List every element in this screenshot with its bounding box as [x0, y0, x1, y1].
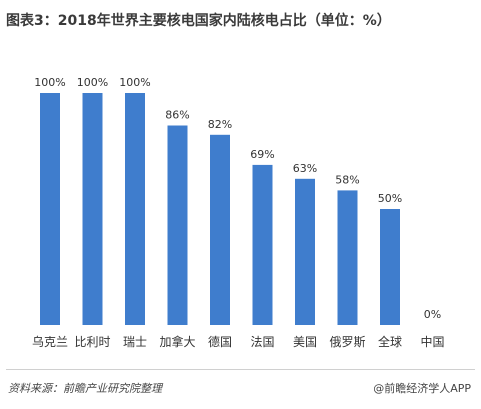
category-label-7: 美国	[293, 335, 317, 349]
credit-note: @前瞻经济学人APP	[373, 382, 471, 395]
value-label-7: 63%	[293, 162, 317, 175]
category-label-6: 法国	[250, 335, 274, 349]
bar-5	[210, 134, 230, 325]
bar-3	[125, 93, 145, 325]
value-label-3: 100%	[119, 76, 150, 89]
value-label-6: 69%	[250, 148, 274, 161]
category-label-3: 瑞士	[123, 335, 147, 349]
category-label-1: 乌克兰	[32, 334, 68, 349]
source-note: 资料来源：前瞻产业研究院整理	[8, 382, 162, 395]
value-labels-group: 100% 100% 100% 86% 82% 69% 63% 58% 50% 0%	[34, 76, 441, 321]
value-label-4: 86%	[165, 109, 189, 122]
bar-1	[40, 93, 60, 325]
category-label-2: 比利时	[74, 335, 110, 349]
bar-4	[167, 125, 188, 325]
category-label-9: 全球	[378, 334, 402, 349]
value-label-8: 58%	[335, 173, 359, 186]
bar-8	[337, 190, 358, 325]
category-labels-group: 乌克兰 比利时 瑞士 加拿大 德国 法国 美国 俄罗斯 全球 中国	[32, 334, 445, 349]
value-label-2: 100%	[77, 76, 108, 89]
chart-title: 图表3：2018年世界主要核电国家内陆核电占比（单位：%）	[6, 13, 391, 29]
bar-7	[295, 178, 315, 325]
bar-9	[380, 209, 400, 325]
footer-divider	[6, 369, 475, 370]
bar-2	[82, 93, 103, 325]
bar-6	[252, 164, 273, 325]
value-label-10: 0%	[424, 308, 441, 321]
category-label-4: 加拿大	[159, 334, 195, 349]
bars-group	[40, 93, 400, 325]
category-label-8: 俄罗斯	[329, 335, 365, 349]
value-label-1: 100%	[34, 76, 65, 89]
category-label-5: 德国	[208, 334, 232, 349]
value-label-5: 82%	[208, 118, 232, 131]
value-label-9: 50%	[378, 192, 402, 205]
category-label-10: 中国	[420, 334, 444, 349]
